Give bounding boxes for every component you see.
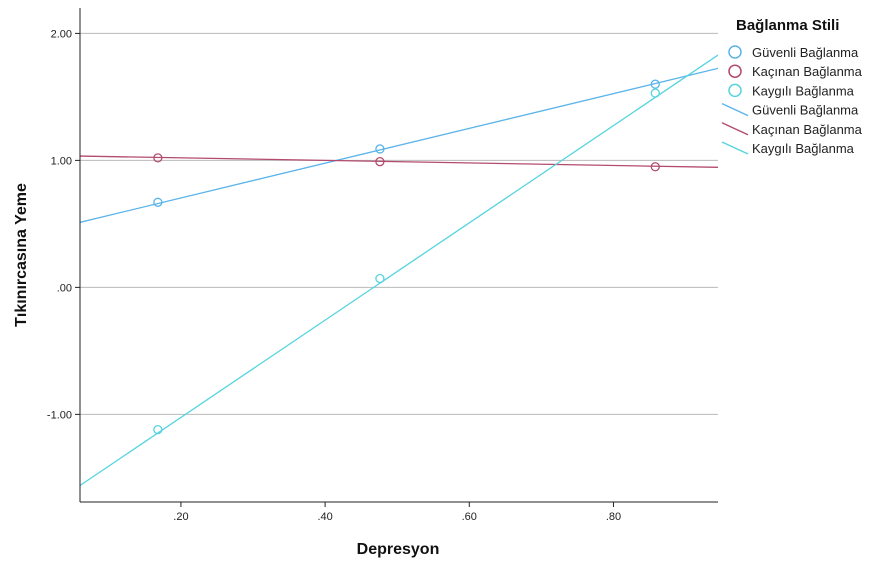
x-axis-title: Depresyon — [357, 541, 440, 558]
legend-title: Bağlanma Stili — [736, 17, 839, 34]
data-point-series-0-0 — [153, 197, 163, 207]
legend-label-4: Kaçınan Bağlanma — [752, 122, 863, 137]
fit-line-series-2 — [80, 54, 718, 487]
data-point-series-2-1 — [375, 273, 385, 284]
axes — [79, 8, 718, 503]
x-tick-label-0: .20 — [173, 511, 188, 523]
y-tick-label-3: -1.00 — [47, 409, 72, 421]
legend-label-3: Güvenli Bağlanma — [752, 103, 859, 118]
legend-label-0: Güvenli Bağlanma — [752, 45, 859, 60]
y-tick-label-1: 1.00 — [51, 155, 72, 167]
data-point-series-1-0 — [153, 153, 163, 163]
legend-line-3 — [721, 102, 749, 117]
x-tick-label-2: .60 — [462, 511, 477, 523]
legend-label-1: Kaçınan Bağlanma — [752, 64, 863, 79]
legend: Bağlanma Stili Güvenli Bağlanma Kaçınan B… — [721, 17, 863, 156]
fit-line-series-1 — [80, 155, 718, 168]
data-points — [153, 79, 660, 435]
data-point-series-1-2 — [650, 162, 660, 172]
data-point-series-1-1 — [375, 157, 385, 167]
legend-marker-1 — [728, 64, 742, 78]
tick-labels: 2.00 1.00 .00 -1.00 .20 .40 .60 .80 — [47, 28, 621, 523]
data-point-series-2-2 — [650, 88, 660, 98]
y-tick-label-2: .00 — [57, 282, 72, 294]
x-tick-label-3: .80 — [606, 511, 621, 523]
legend-line-4 — [721, 122, 749, 136]
x-tick-label-1: .40 — [317, 511, 332, 523]
legend-label-2: Kaygılı Bağlanma — [752, 83, 855, 98]
y-tick-label-0: 2.00 — [51, 28, 72, 40]
y-axis-title: Tıkınırcasına Yeme — [13, 183, 30, 327]
data-point-series-0-1 — [375, 144, 385, 154]
data-point-series-0-2 — [650, 79, 660, 89]
legend-marker-0 — [728, 45, 742, 59]
data-point-series-2-0 — [153, 424, 163, 435]
fit-line-series-0 — [80, 67, 718, 223]
legend-marker-2 — [728, 83, 742, 98]
legend-label-5: Kaygılı Bağlanma — [752, 141, 855, 156]
gridlines — [80, 32, 718, 415]
fit-lines — [80, 54, 718, 487]
legend-line-5 — [721, 141, 749, 155]
